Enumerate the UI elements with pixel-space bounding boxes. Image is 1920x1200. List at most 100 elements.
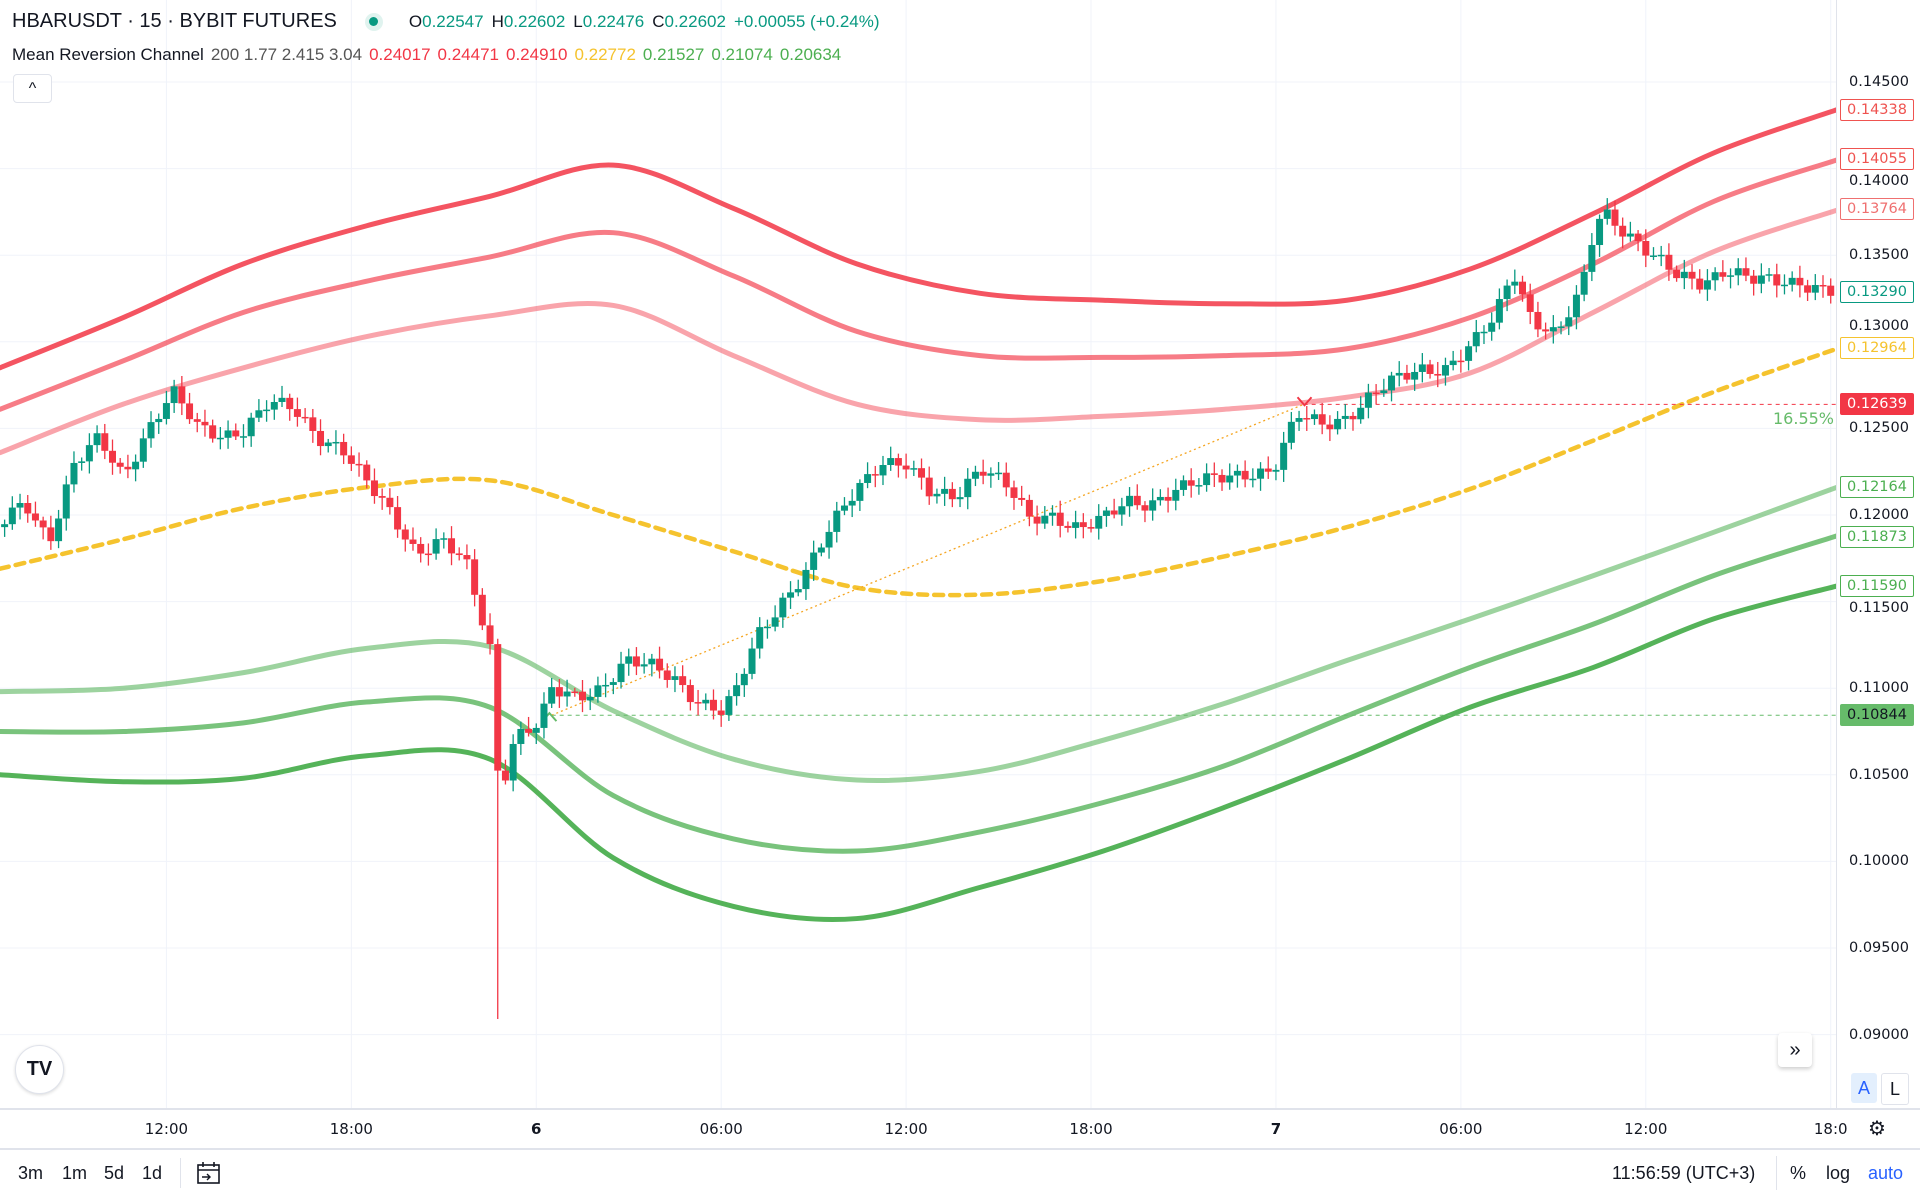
candle-body <box>70 462 78 485</box>
candle-body <box>78 461 86 463</box>
candle-body <box>108 450 116 463</box>
indicator-params: 200 1.77 2.415 3.04 <box>210 45 363 64</box>
collapse-legend-button[interactable]: ^ <box>13 74 52 103</box>
price-label-badge: 0.14338 <box>1840 99 1914 122</box>
candle-body <box>1580 271 1588 295</box>
auto-scale-label: A <box>1857 1077 1870 1098</box>
candle-body <box>340 441 348 456</box>
candle-body <box>586 696 594 701</box>
symbol-title[interactable]: HBARUSDT · 15 · BYBIT FUTURES <box>12 10 337 32</box>
settings-gear-icon[interactable]: ⚙ <box>1868 1118 1886 1140</box>
candle-body <box>1195 485 1203 487</box>
candle-body <box>555 687 563 697</box>
log-scale-toggle[interactable]: log <box>1826 1163 1851 1183</box>
time-axis[interactable]: ⚙ 12:00 18:00 6 06:00 12:00 18:00 7 06:00 12:00 1… <box>0 1108 1920 1150</box>
high-value: H0.22602 <box>491 11 566 31</box>
candle-body <box>85 445 93 462</box>
candle-body <box>1341 415 1349 419</box>
price-tick-label: 0.14000 <box>1849 173 1909 190</box>
candle-body <box>1441 365 1449 376</box>
indicator-legend[interactable]: Mean Reversion Channel 200 1.77 2.415 3.… <box>12 45 841 65</box>
lock-scale-button[interactable]: L <box>1881 1073 1909 1105</box>
candle-body <box>1310 414 1318 420</box>
time-tick-label: 06:00 <box>699 1120 743 1138</box>
candle-body <box>802 569 810 590</box>
price-label-badge: 0.11873 <box>1840 525 1914 548</box>
price-axis[interactable]: 0.14338 0.14055 0.13764 0.13290 0.12964 0.126… <box>1836 0 1920 1108</box>
chevron-up-icon: ^ <box>28 79 37 97</box>
candle-body <box>902 465 910 470</box>
candle-body <box>1657 254 1665 257</box>
range-3m[interactable]: 3m <box>18 1163 44 1183</box>
clock-timezone[interactable]: 11:56:59 (UTC+3) <box>1612 1163 1756 1183</box>
indicator-name: Mean Reversion Channel <box>12 45 204 64</box>
candle-body <box>1226 475 1234 483</box>
candle-body <box>1449 360 1457 366</box>
price-chart[interactable] <box>0 0 1836 1108</box>
price-label-badge: 0.10844 <box>1840 704 1914 727</box>
candle-body <box>1457 360 1465 363</box>
candle-body <box>1349 415 1357 420</box>
candle-body <box>971 471 979 479</box>
candle-body <box>201 421 209 426</box>
market-status-icon[interactable] <box>364 12 383 31</box>
candle-body <box>147 422 155 439</box>
range-1m[interactable]: 1m <box>62 1163 88 1183</box>
candle-body <box>1179 480 1187 490</box>
candle-body <box>1395 372 1403 376</box>
candle-body <box>255 410 263 418</box>
candle-body <box>656 658 664 671</box>
candle-body <box>39 520 47 528</box>
candle-body <box>55 518 63 542</box>
candle-body <box>894 458 902 466</box>
candle-body <box>1388 375 1396 391</box>
tradingview-logo[interactable]: TV <box>15 1045 64 1094</box>
candle-body <box>1572 294 1580 318</box>
candle-body <box>571 691 579 694</box>
candle-body <box>1480 331 1488 334</box>
price-tick-label: 0.09000 <box>1849 1026 1909 1043</box>
candle-body <box>1719 272 1727 277</box>
candle-body <box>1465 346 1473 361</box>
time-tick-label: 18:00 <box>1069 1120 1113 1138</box>
candle-body <box>594 685 602 697</box>
candle-body <box>1087 527 1095 529</box>
candle-body <box>1780 284 1788 287</box>
auto-scale-toggle[interactable]: auto <box>1868 1163 1904 1183</box>
candle-body <box>409 539 417 544</box>
auto-scale-button[interactable]: A <box>1851 1073 1877 1103</box>
indicator-value: 0.22772 <box>574 45 636 64</box>
candle-body <box>1249 478 1257 481</box>
candle-body <box>1426 364 1434 374</box>
candle-body <box>810 552 818 570</box>
candle-body <box>501 770 509 781</box>
range-5d[interactable]: 5d <box>104 1163 125 1183</box>
price-change: +0.00055 (+0.24%) <box>733 11 880 31</box>
channel-line-mean <box>0 346 1836 598</box>
scroll-to-realtime-button[interactable]: » <box>1778 1033 1812 1067</box>
candle-body <box>787 592 795 598</box>
channel-line-upper-2 <box>0 157 1836 412</box>
candle-body <box>1156 496 1164 501</box>
candle-body <box>817 547 825 553</box>
candle-body <box>216 437 224 440</box>
candle-body <box>763 626 771 629</box>
open-value: O0.22547 <box>408 11 484 31</box>
range-1d[interactable]: 1d <box>142 1163 163 1183</box>
candle-body <box>609 682 617 685</box>
sell-arrow-icon <box>1296 396 1313 407</box>
candle-body <box>24 503 32 514</box>
candle-body <box>1680 271 1688 279</box>
candle-body <box>1750 275 1758 284</box>
divider <box>1776 1156 1777 1190</box>
candle-body <box>1218 474 1226 483</box>
candle-body <box>548 687 556 704</box>
candle-body <box>840 505 848 511</box>
candle-body <box>1364 392 1372 408</box>
candle-body <box>332 441 340 444</box>
candle-body <box>1757 275 1765 284</box>
candle-body <box>178 386 186 404</box>
candle-body <box>1357 407 1365 420</box>
percent-scale-toggle[interactable]: % <box>1790 1163 1807 1183</box>
go-to-date-calendar-icon[interactable] <box>196 1160 222 1186</box>
